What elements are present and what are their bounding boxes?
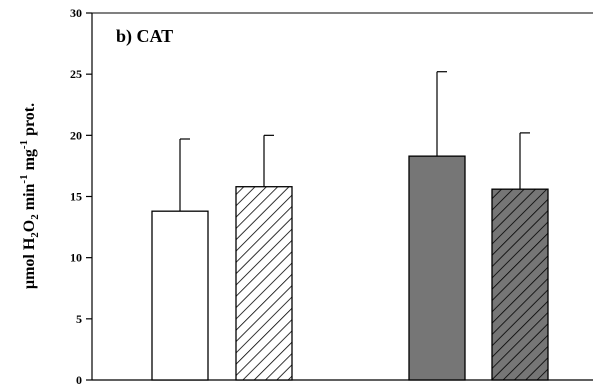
bar-3: [408, 155, 466, 381]
y-tick-label: 10: [70, 251, 82, 265]
y-ticks: 0 5 10 15 20 25 30: [70, 6, 92, 387]
bar-4: [491, 188, 549, 381]
bar-1: [151, 210, 209, 381]
chart-title: b) CAT: [116, 26, 173, 47]
bar-2: [235, 186, 293, 381]
y-tick-label: 0: [76, 373, 82, 387]
y-tick-label: 30: [70, 6, 82, 20]
y-tick-label: 5: [76, 312, 82, 326]
bars: [151, 155, 549, 381]
y-axis-label: µmol H2O2 min-1 mg-1 prot.: [18, 103, 41, 289]
error-bars: [179, 71, 530, 212]
y-tick-label: 20: [70, 128, 82, 142]
y-tick-label: 25: [70, 67, 82, 81]
y-tick-label: 15: [70, 190, 82, 204]
